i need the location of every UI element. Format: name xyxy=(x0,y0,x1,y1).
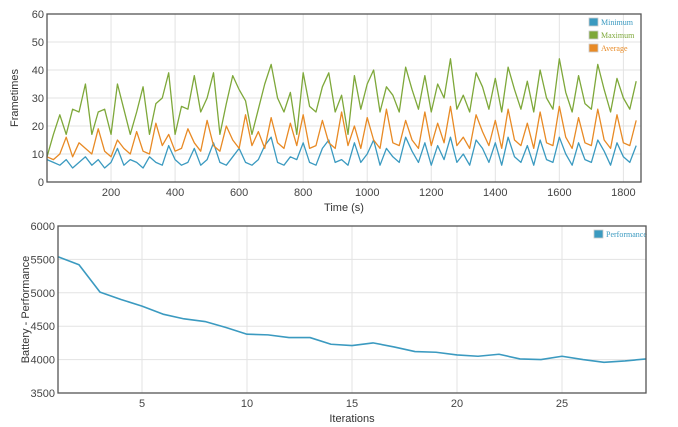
y-tick-label: 5000 xyxy=(31,288,55,300)
y-tick-label: 10 xyxy=(32,149,44,161)
series-line-maximum xyxy=(46,58,637,157)
y-tick-label: 40 xyxy=(32,65,44,77)
y-tick-label: 0 xyxy=(38,177,44,189)
y-tick-label: 4500 xyxy=(31,321,55,333)
y-axis-label: Battery - Performance xyxy=(20,256,32,364)
y-tick-label: 60 xyxy=(32,9,44,21)
x-tick-label: 15 xyxy=(346,398,358,410)
battery-performance-chart: 5 10 15 20 25 3500 4000 4500 5000 5500 6000 Perform… xyxy=(20,221,647,425)
x-tick-label: 5 xyxy=(139,398,145,410)
x-tick-label: 1800 xyxy=(611,187,635,199)
y-tick-label: 5500 xyxy=(31,254,55,266)
series-line-performance xyxy=(57,255,647,364)
series-line-average xyxy=(46,105,637,161)
y-tick-label: 6000 xyxy=(31,221,55,233)
y-tick-label: 30 xyxy=(32,93,44,105)
x-axis-label: Time (s) xyxy=(324,202,364,214)
x-tick-label: 1600 xyxy=(547,187,571,199)
x-tick-label: 1000 xyxy=(355,187,379,199)
legend-swatch-maximum xyxy=(588,30,599,40)
y-tick-label: 4000 xyxy=(31,355,55,367)
legend-label-minimum: Minimum xyxy=(601,18,634,27)
plot-frame xyxy=(46,13,642,183)
x-tick-label: 25 xyxy=(556,398,568,410)
series-line-minimum xyxy=(46,136,637,169)
y-tick-label: 20 xyxy=(32,121,44,133)
y-tick-label: 3500 xyxy=(31,388,55,400)
frametimes-chart: 200 400 600 800 1000 1200 1400 1600 1800 0 10 20 30 4… xyxy=(9,9,642,214)
x-tick-label: 200 xyxy=(102,187,120,199)
legend-label-average: Average xyxy=(601,44,628,53)
legend-label-maximum: Maximum xyxy=(601,31,635,40)
x-tick-label: 400 xyxy=(166,187,184,199)
x-tick-label: 10 xyxy=(241,398,253,410)
x-tick-label: 600 xyxy=(230,187,248,199)
legend-label-performance: Performance xyxy=(606,230,647,239)
plot-frame xyxy=(57,225,647,394)
legend-swatch-performance xyxy=(593,229,604,239)
x-tick-label: 20 xyxy=(451,398,463,410)
legend-swatch-average xyxy=(588,43,599,53)
legend-swatch-minimum xyxy=(588,17,599,27)
y-tick-label: 50 xyxy=(32,37,44,49)
y-axis-label: Frametimes xyxy=(9,68,21,127)
x-tick-label: 800 xyxy=(294,187,312,199)
x-tick-label: 1200 xyxy=(419,187,443,199)
x-tick-label: 1400 xyxy=(483,187,507,199)
x-axis-label: Iterations xyxy=(329,413,375,425)
